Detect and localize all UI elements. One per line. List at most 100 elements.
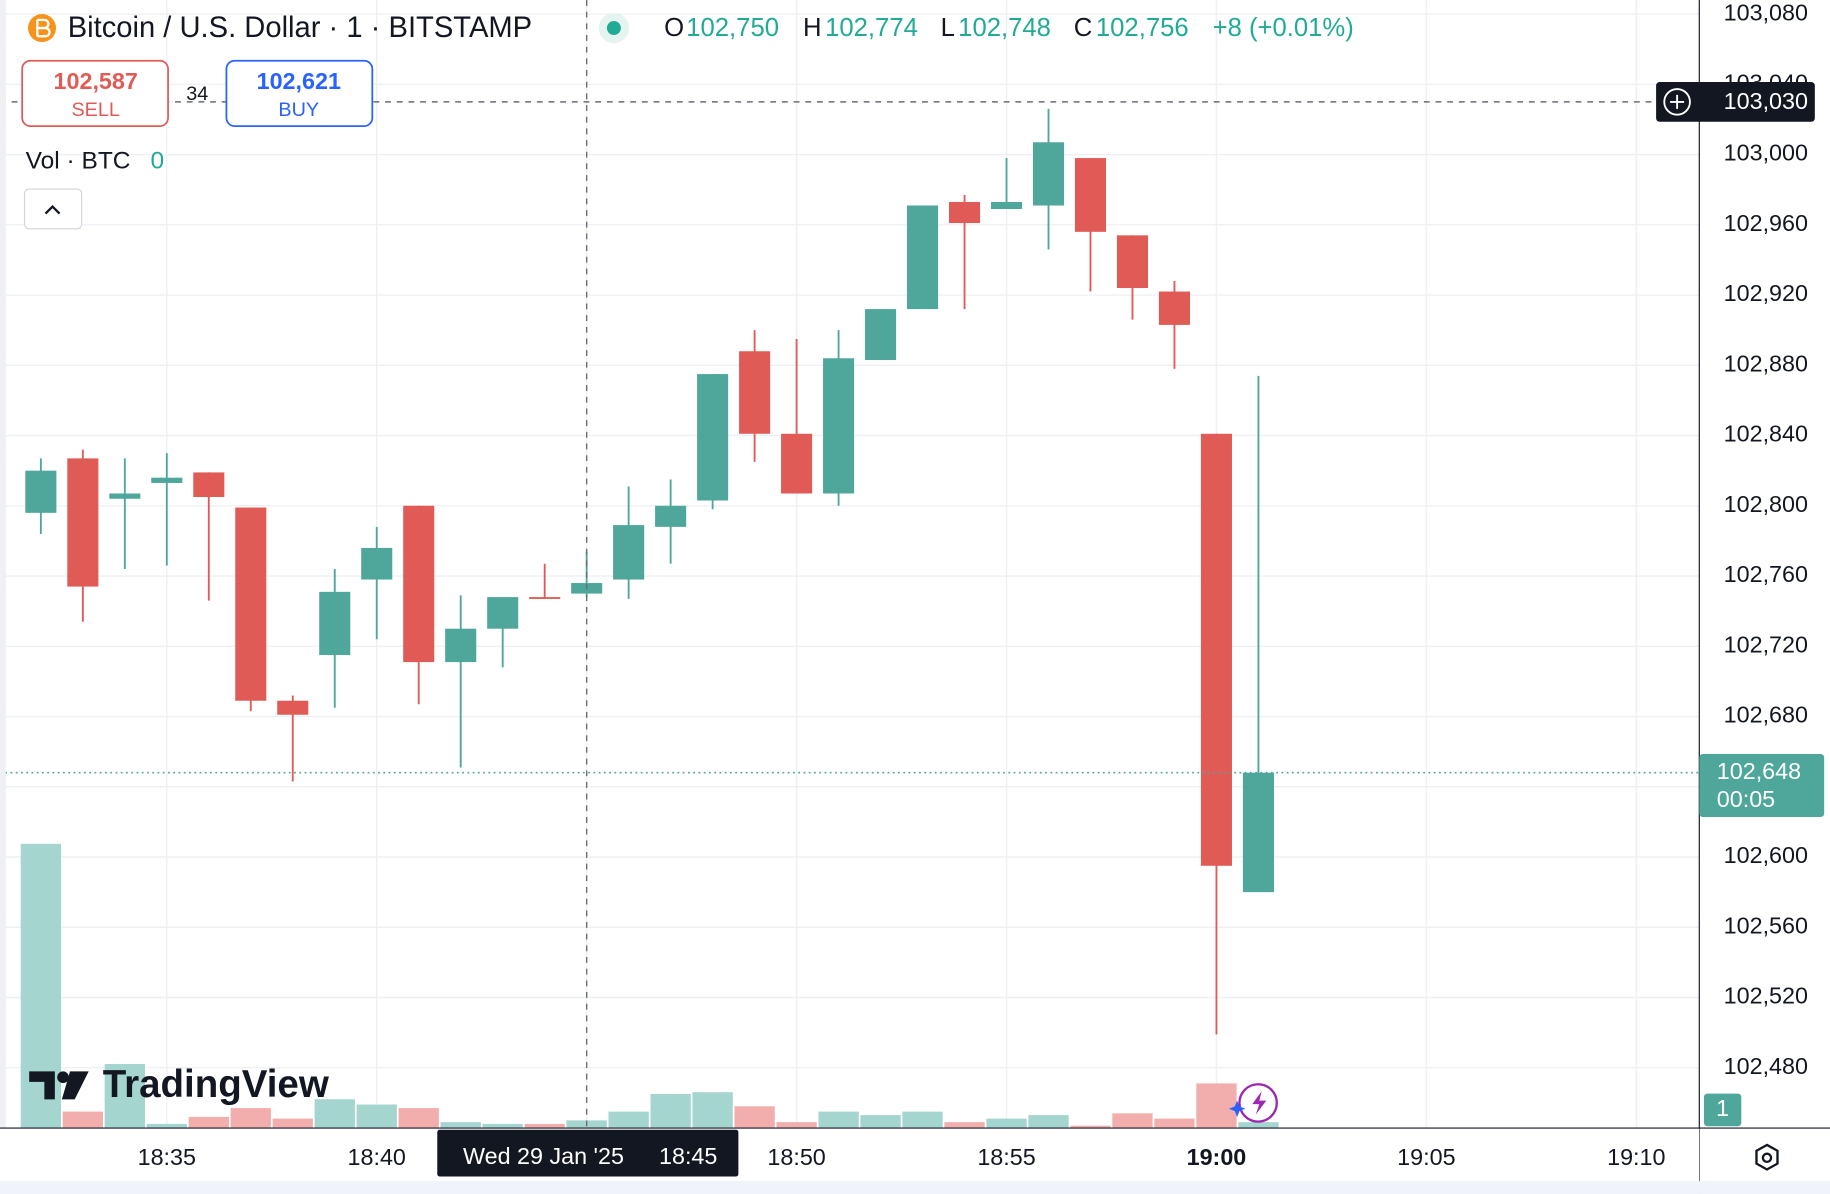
ohlc-value: 102,748 xyxy=(958,14,1051,42)
candle-body xyxy=(739,351,771,434)
buy-button[interactable]: 102,621 BUY xyxy=(225,59,374,127)
indicator-name: Vol · BTC xyxy=(26,148,131,175)
buy-price[interactable]: 102,621 xyxy=(257,68,341,94)
volume-bar xyxy=(860,1115,901,1128)
candle-body xyxy=(361,547,393,580)
candle-body xyxy=(697,374,729,501)
spread: 34 xyxy=(186,83,208,105)
candle-body xyxy=(781,433,813,494)
add-alert-icon[interactable] xyxy=(1663,88,1691,116)
y-tick-label: 103,000 xyxy=(1724,140,1808,166)
volume-bar xyxy=(1070,1125,1111,1128)
y-tick-label: 102,960 xyxy=(1724,210,1808,236)
ohlc-key: O xyxy=(664,14,684,42)
x-tick-label: 18:50 xyxy=(767,1144,825,1170)
candle-body xyxy=(487,597,519,629)
candle-body xyxy=(445,628,477,663)
buy-box[interactable] xyxy=(225,59,374,127)
sell-box[interactable] xyxy=(21,59,169,127)
collapse-box[interactable] xyxy=(23,188,83,230)
volume-scale-label: 1 xyxy=(1716,1095,1729,1121)
status-dot xyxy=(606,21,621,36)
volume-scale-box xyxy=(1703,1093,1742,1127)
candle-body xyxy=(403,505,435,663)
volume-bar xyxy=(314,1099,355,1128)
volume-bar xyxy=(986,1118,1027,1128)
y-tick-label: 103,080 xyxy=(1724,0,1808,25)
y-tick-label: 102,760 xyxy=(1724,561,1808,587)
x-tick-label: 19:00 xyxy=(1187,1144,1247,1170)
assistant-icon[interactable] xyxy=(1228,1083,1278,1123)
x-tick-label: 18:35 xyxy=(138,1144,196,1170)
volume-bar xyxy=(1028,1115,1069,1128)
y-tick-label: 102,680 xyxy=(1724,702,1808,728)
sell-button[interactable]: 102,587 SELL xyxy=(21,59,169,127)
chevron[interactable] xyxy=(44,204,61,215)
candle-body xyxy=(277,700,309,715)
volume-bar xyxy=(1196,1083,1237,1128)
candle-body xyxy=(655,505,687,527)
crosshair-price-box xyxy=(1656,82,1815,122)
price-axis-panel xyxy=(1699,0,1830,1194)
candle-body xyxy=(25,470,57,513)
volume-bar xyxy=(608,1111,649,1128)
volume-bar xyxy=(692,1092,733,1128)
volume-bar xyxy=(902,1111,943,1128)
ohlc-key: L xyxy=(941,14,955,42)
candle-body xyxy=(319,591,351,656)
volume-bar xyxy=(650,1093,691,1128)
candle-body xyxy=(949,201,981,224)
symbol-title: Bitcoin / U.S. Dollar · 1 · BITSTAMP xyxy=(68,12,532,44)
y-tick-label: 102,920 xyxy=(1724,280,1808,306)
x-tick-label: 18:55 xyxy=(977,1144,1035,1170)
header: Bitcoin / U.S. Dollar · 1 · BITSTAMP O 1… xyxy=(28,12,1354,44)
candle-body xyxy=(1200,433,1232,866)
assistant-bolt[interactable] xyxy=(1252,1091,1267,1115)
settings-icon[interactable] xyxy=(1761,1152,1773,1164)
crosshair-date-label: Wed 29 Jan '25 xyxy=(463,1143,624,1169)
volume-bar xyxy=(1238,1122,1279,1128)
volume-bar xyxy=(356,1104,397,1128)
ohlc-key: H xyxy=(803,14,822,42)
y-tick-label: 102,720 xyxy=(1724,631,1808,657)
volume-bar xyxy=(776,1122,817,1128)
y-tick-label: 102,840 xyxy=(1724,421,1808,447)
logo-mark xyxy=(29,1071,55,1100)
crosshair-time-label: 18:45 xyxy=(659,1143,717,1169)
sell-label[interactable]: SELL xyxy=(71,99,120,121)
logo: TradingView xyxy=(29,1063,330,1106)
volume-bar xyxy=(482,1123,523,1128)
buy-label[interactable]: BUY xyxy=(278,99,319,121)
y-tick-label: 102,880 xyxy=(1724,350,1808,376)
candle-body xyxy=(151,477,183,483)
settings-icon[interactable] xyxy=(1755,1143,1779,1171)
volume-bar xyxy=(398,1108,439,1128)
y-tick-label: 102,520 xyxy=(1724,983,1808,1009)
candle-body xyxy=(823,358,855,494)
assistant-star[interactable] xyxy=(1228,1100,1246,1117)
volume-bar xyxy=(440,1122,481,1128)
candle-body xyxy=(1158,291,1190,325)
indicator-value: 0 xyxy=(151,148,165,175)
ohlc-value: 102,750 xyxy=(686,14,779,42)
candle-body xyxy=(865,309,897,361)
left-edge xyxy=(0,0,6,1128)
candle-body xyxy=(1242,772,1274,893)
y-tick-label: 102,560 xyxy=(1724,912,1808,938)
volume-bar xyxy=(1154,1118,1195,1128)
volume-bar xyxy=(818,1111,859,1128)
last-price-label: 102,648 xyxy=(1717,758,1801,784)
sell-price[interactable]: 102,587 xyxy=(54,68,138,94)
crosshair-price-label: 103,030 xyxy=(1724,88,1808,114)
candle-body xyxy=(613,525,645,580)
plot-area xyxy=(0,0,1700,1128)
collapse-button[interactable] xyxy=(23,188,83,230)
volume-bar xyxy=(230,1108,271,1128)
volume-bar xyxy=(146,1123,187,1128)
candle-body xyxy=(193,472,225,498)
add-alert-icon xyxy=(1670,94,1685,109)
volume-bar xyxy=(734,1106,775,1128)
candle-body xyxy=(990,201,1023,210)
